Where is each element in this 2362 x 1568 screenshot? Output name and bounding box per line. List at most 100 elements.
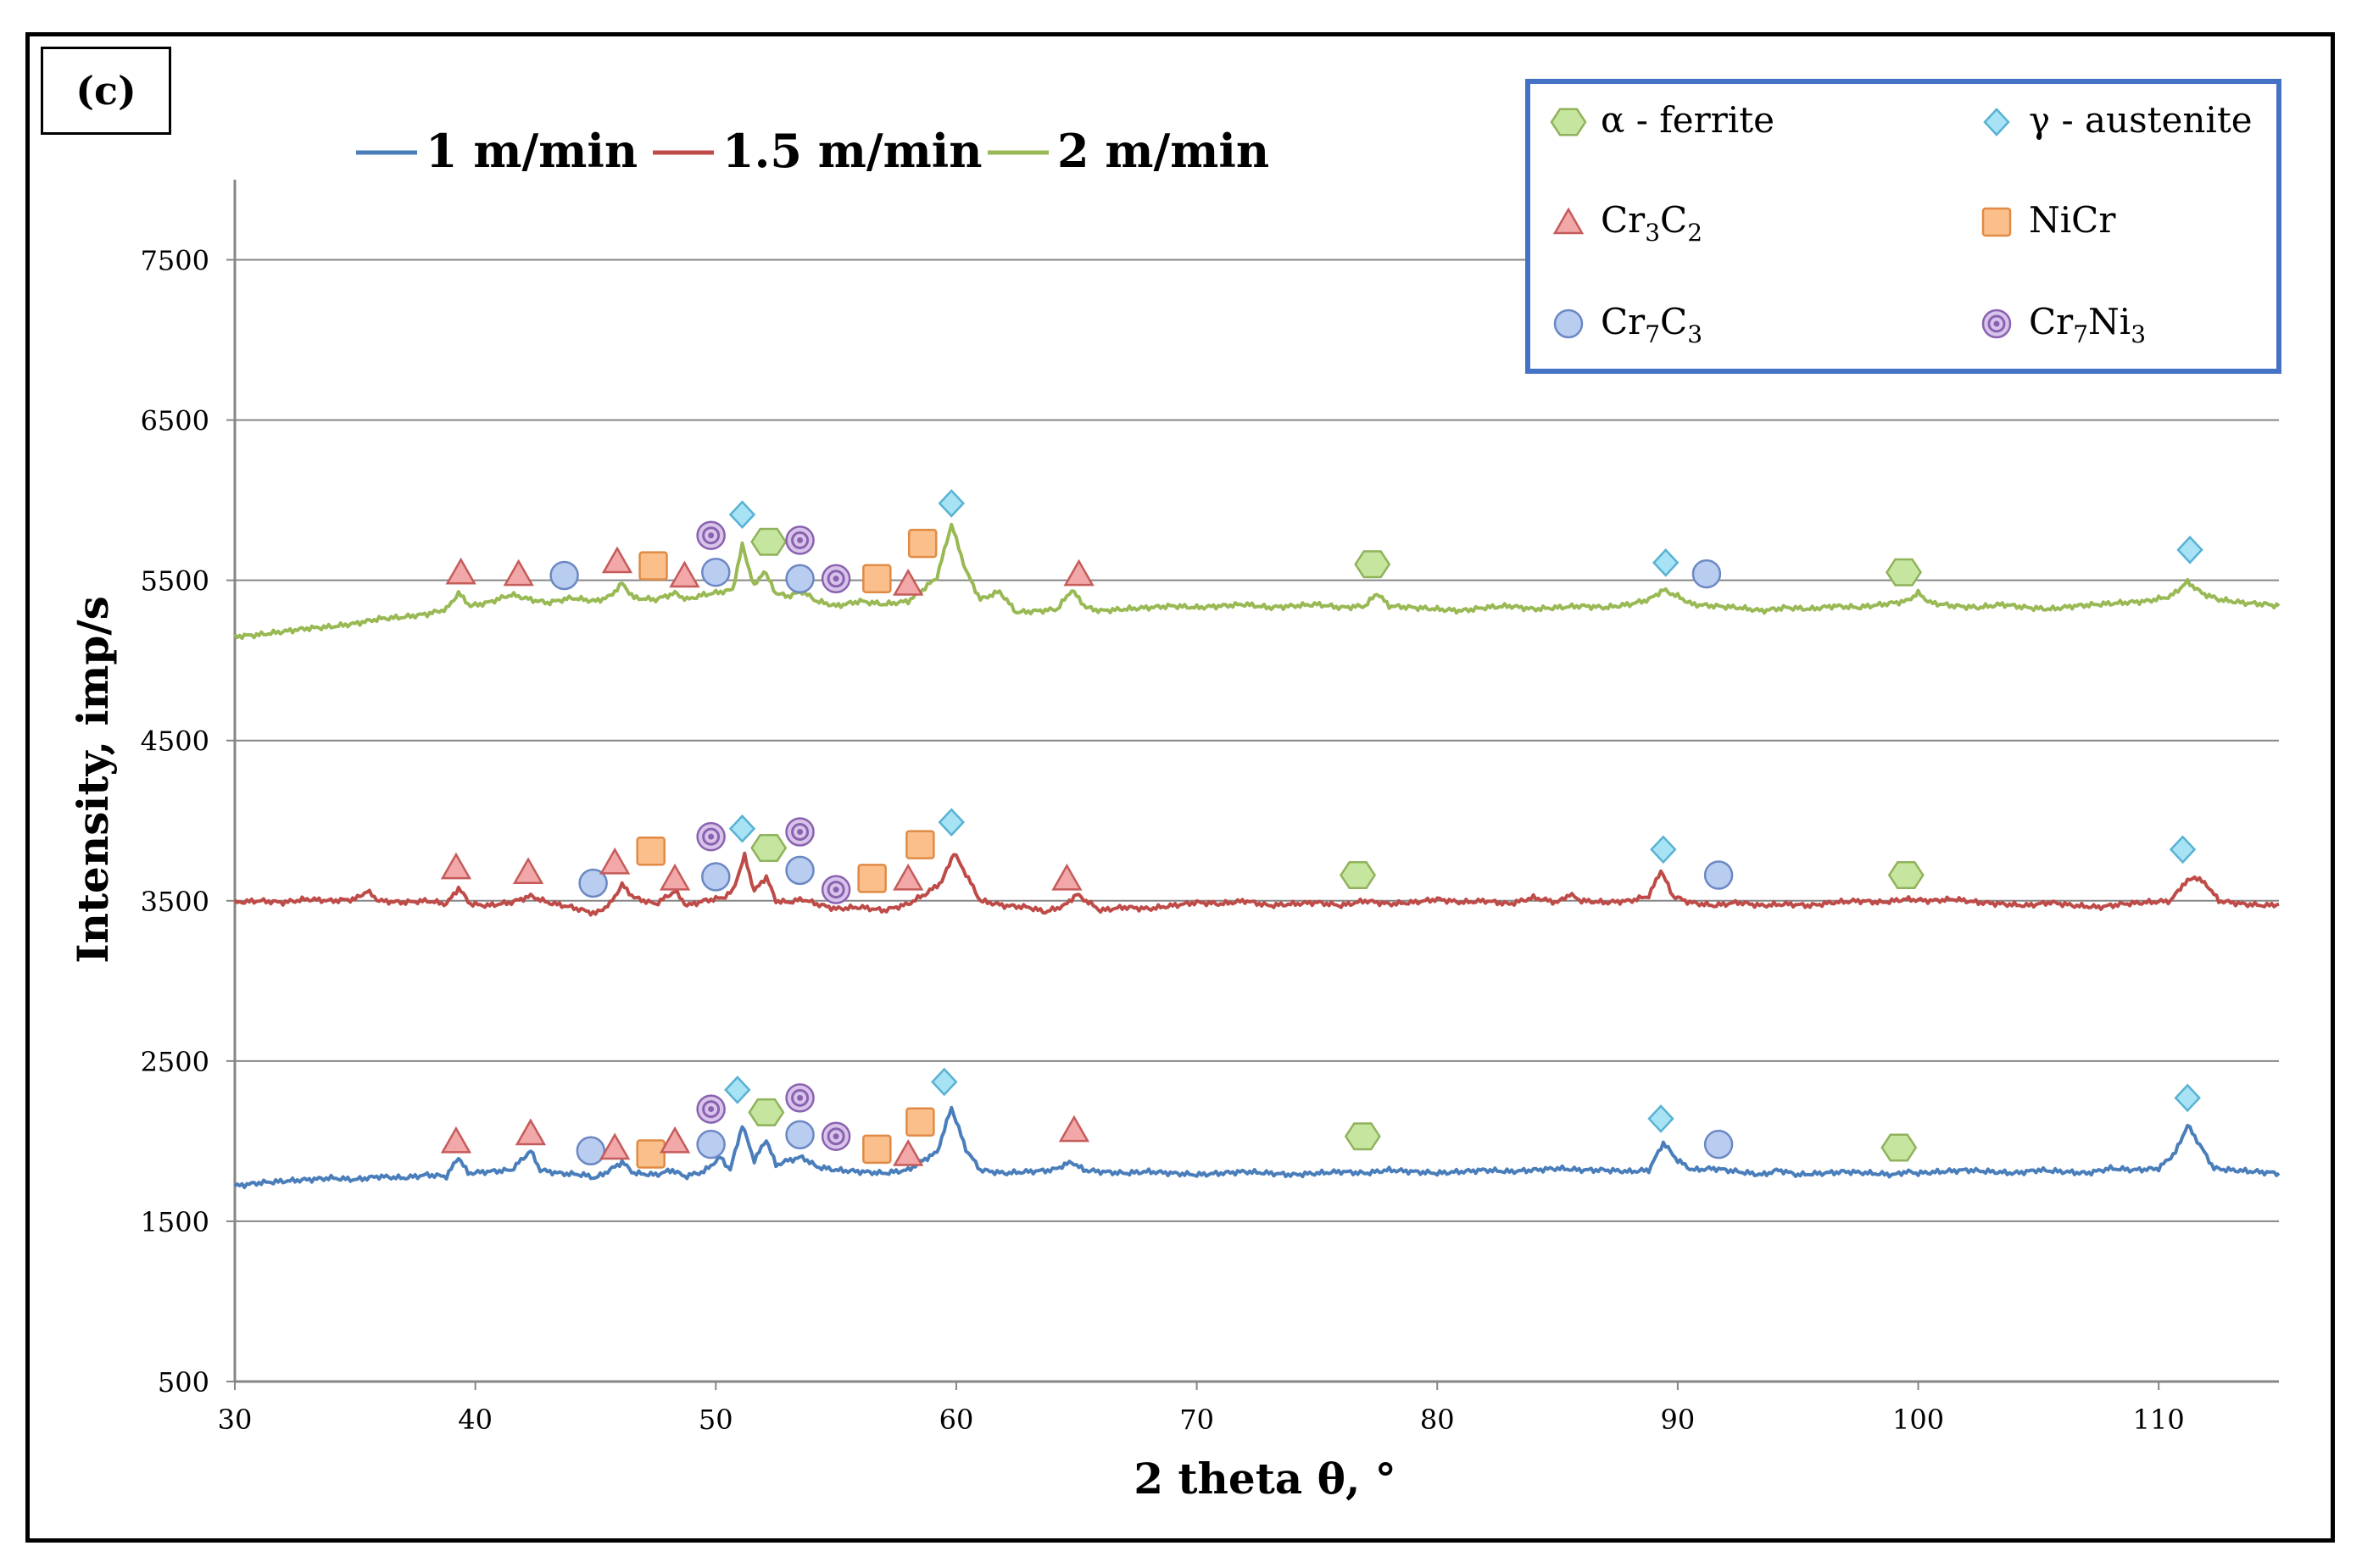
- phase-markers: [440, 489, 2203, 1169]
- phase-marker-cr3c2: [440, 1126, 472, 1154]
- x-tick-label: 80: [1420, 1404, 1455, 1436]
- phase-marker-austenite: [728, 500, 756, 529]
- y-tick-label: 4500: [141, 726, 209, 758]
- phase-marker-ferrite: [748, 1098, 785, 1126]
- legend-icon-cr3c2: [1552, 207, 1585, 235]
- phase-marker-austenite: [2169, 835, 2197, 865]
- phase-marker-cr7ni3: [821, 875, 851, 904]
- phase-marker-cr7ni3: [696, 520, 726, 550]
- y-tick-label: 5500: [141, 565, 209, 598]
- phase-marker-nicr: [862, 1134, 892, 1165]
- phase-legend-label: Cr3C2: [1601, 199, 1702, 247]
- phase-legend-box: [1525, 79, 2281, 374]
- phase-marker-cr3c2: [659, 1126, 691, 1154]
- phase-legend-label: Cr7Ni3: [2029, 301, 2146, 348]
- phase-marker-cr3c2: [893, 1139, 924, 1166]
- x-tick-labels: 30 40 50 60 70 80 90 100 110: [218, 1382, 2185, 1436]
- phase-marker-cr7ni3: [785, 817, 815, 847]
- phase-marker-austenite: [2174, 1083, 2201, 1113]
- phase-marker-ferrite: [1344, 1122, 1381, 1151]
- phase-marker-cr3c2: [1063, 559, 1095, 587]
- legend-icon-cr7c3: [1553, 309, 1584, 339]
- phase-marker-austenite: [2176, 535, 2203, 564]
- phase-marker-cr7ni3: [785, 1083, 815, 1113]
- phase-marker-cr7ni3: [821, 564, 851, 594]
- legend-label: 1.5 m/min: [722, 124, 983, 178]
- x-tick-label: 70: [1179, 1404, 1214, 1436]
- y-tick-labels: 500 1500 2500 3500 4500 5500 6500 7500: [141, 245, 235, 1398]
- phase-marker-ferrite: [750, 527, 788, 556]
- gridlines: [235, 259, 2279, 1222]
- phase-marker-cr3c2: [893, 863, 924, 891]
- series-legend: 1 m/min 1.5 m/min 2 m/min: [356, 124, 1269, 178]
- phase-marker-cr3c2: [515, 1118, 547, 1146]
- x-tick-label: 40: [458, 1404, 493, 1436]
- y-axis-title: Intensity, imp/s: [68, 596, 118, 964]
- figure-frame: [25, 32, 2335, 1543]
- series-line-3: [233, 522, 2281, 641]
- y-tick-label: 2500: [141, 1046, 209, 1078]
- series-line-2: [233, 851, 2280, 917]
- phase-marker-cr7ni3: [821, 1121, 851, 1151]
- phase-marker-cr7c3: [1691, 559, 1722, 589]
- phase-marker-cr7c3: [576, 1136, 606, 1165]
- phase-legend: α - ferrite γ - austenite Cr3C2 NiCr Cr7C3 Cr…: [1550, 99, 2253, 348]
- legend-icon-ferrite: [1550, 108, 1587, 136]
- phase-marker-nicr: [636, 1139, 666, 1169]
- y-tick-label: 3500: [141, 886, 209, 918]
- phase-marker-austenite: [1650, 835, 1677, 865]
- phase-marker-austenite: [728, 814, 756, 843]
- series-line-1: [233, 1105, 2281, 1189]
- phase-marker-cr7c3: [578, 868, 608, 898]
- phase-marker-cr7c3: [1703, 860, 1734, 890]
- phase-marker-cr7c3: [1703, 1129, 1734, 1159]
- phase-marker-cr3c2: [1058, 1115, 1090, 1143]
- y-tick-label: 6500: [141, 405, 209, 437]
- phase-marker-cr3c2: [440, 852, 472, 880]
- phase-marker-austenite: [724, 1076, 751, 1104]
- y-tick-label: 1500: [141, 1206, 209, 1238]
- phase-marker-ferrite: [1887, 861, 1925, 890]
- phase-marker-cr3c2: [512, 857, 544, 885]
- phase-marker-ferrite: [1886, 558, 1922, 587]
- legend-icon-nicr: [1981, 207, 2012, 237]
- phase-marker-ferrite: [750, 833, 788, 862]
- phase-marker-cr3c2: [669, 560, 700, 588]
- x-tick-label: 100: [1892, 1404, 1944, 1436]
- phase-marker-cr3c2: [601, 546, 633, 574]
- phase-marker-nicr: [638, 551, 668, 581]
- legend-icon-austenite: [1983, 108, 2010, 136]
- phase-marker-cr7c3: [696, 1129, 726, 1159]
- phase-marker-ferrite: [1340, 861, 1377, 890]
- legend-label: 1 m/min: [426, 124, 638, 178]
- phase-marker-austenite: [931, 1067, 958, 1097]
- phase-marker-nicr: [905, 830, 935, 859]
- series-lines: [233, 522, 2281, 1189]
- phase-legend-label: Cr7C3: [1601, 301, 1702, 348]
- legend-label: 2 m/min: [1057, 124, 1269, 178]
- phase-marker-cr3c2: [1051, 863, 1083, 891]
- phase-marker-cr3c2: [445, 557, 476, 585]
- y-tick-label: 500: [158, 1366, 209, 1398]
- phase-marker-austenite: [938, 489, 965, 518]
- phase-marker-cr7ni3: [785, 525, 815, 555]
- phase-marker-nicr: [907, 528, 938, 559]
- phase-marker-nicr: [862, 564, 892, 594]
- phase-marker-austenite: [1652, 548, 1680, 577]
- phase-marker-austenite: [1647, 1104, 1674, 1133]
- y-tick-label: 7500: [141, 245, 209, 277]
- x-axis-title: 2 theta θ, °: [1134, 1454, 1396, 1504]
- phase-marker-cr3c2: [659, 863, 691, 891]
- phase-marker-cr7c3: [785, 855, 815, 886]
- phase-marker-cr3c2: [599, 1132, 631, 1160]
- phase-marker-cr7c3: [701, 862, 731, 892]
- phase-marker-cr7c3: [785, 1120, 815, 1150]
- legend-icon-cr7ni3: [1981, 309, 2012, 339]
- phase-legend-label: NiCr: [2029, 199, 2116, 241]
- x-tick-label: 50: [699, 1404, 733, 1436]
- phase-marker-cr3c2: [599, 847, 631, 875]
- phase-marker-nicr: [857, 864, 887, 893]
- phase-marker-austenite: [938, 808, 965, 837]
- phase-marker-cr7ni3: [696, 1094, 726, 1124]
